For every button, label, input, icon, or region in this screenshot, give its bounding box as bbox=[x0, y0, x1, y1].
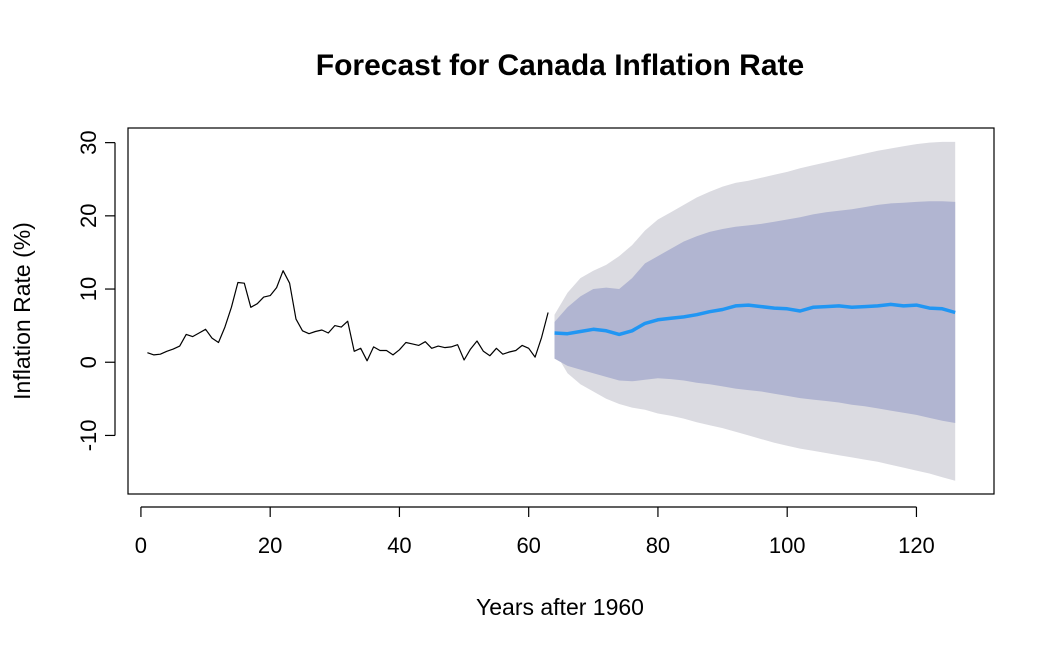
y-tick-label: 20 bbox=[76, 204, 101, 228]
y-tick-label: 10 bbox=[76, 277, 101, 301]
y-axis-label: Inflation Rate (%) bbox=[9, 222, 35, 400]
x-tick-label: 120 bbox=[898, 533, 935, 558]
confidence-bands bbox=[554, 141, 956, 481]
y-tick-label: 0 bbox=[76, 356, 101, 368]
x-tick-label: 60 bbox=[516, 533, 540, 558]
x-tick-label: 100 bbox=[769, 533, 806, 558]
x-tick-label: 40 bbox=[387, 533, 411, 558]
x-axis-label: Years after 1960 bbox=[476, 594, 644, 620]
x-tick-label: 20 bbox=[258, 533, 282, 558]
x-tick-label: 0 bbox=[135, 533, 147, 558]
x-tick-label: 80 bbox=[646, 533, 670, 558]
y-tick-label: -10 bbox=[76, 420, 101, 452]
series-lines bbox=[147, 270, 956, 362]
series-history-line bbox=[147, 270, 549, 362]
series-forecast-line bbox=[554, 302, 956, 337]
y-tick-label: 30 bbox=[76, 130, 101, 154]
band-80 bbox=[554, 201, 956, 423]
chart-title: Forecast for Canada Inflation Rate bbox=[316, 49, 804, 82]
axes: 0 20 40 60 80 100 120 -10 0 10 20 30 bbox=[76, 127, 995, 558]
plot-frame bbox=[127, 127, 995, 495]
